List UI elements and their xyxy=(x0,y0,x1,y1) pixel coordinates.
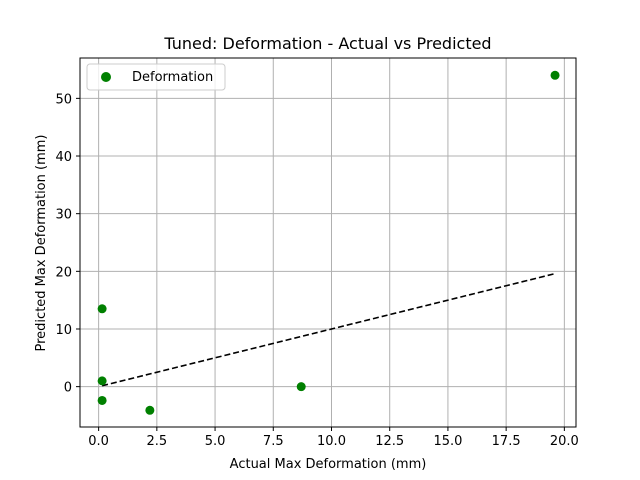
legend-label: Deformation xyxy=(132,70,213,85)
plot-frame xyxy=(79,57,577,428)
legend: Deformation xyxy=(86,63,226,91)
x-axis-ticks: 0.0 2.5 5.0 7.5 10.0 12.5 15.0 17.5 20.0 xyxy=(88,427,579,449)
y-tick-label: 20 xyxy=(55,265,72,280)
chart-title: Tuned: Deformation - Actual vs Predicted xyxy=(163,34,491,53)
data-point xyxy=(97,376,107,386)
y-axis-ticks: 0 10 20 30 40 50 xyxy=(55,92,80,396)
x-tick-label: 12.5 xyxy=(375,434,404,449)
data-points xyxy=(97,70,560,415)
reference-line xyxy=(101,272,556,387)
data-point xyxy=(550,70,560,80)
y-tick-label: 10 xyxy=(55,323,72,338)
y-tick-label: 30 xyxy=(55,208,72,223)
x-axis-title: Actual Max Deformation (mm) xyxy=(230,457,427,472)
x-tick-label: 15.0 xyxy=(433,434,462,449)
y-tick-label: 50 xyxy=(55,92,72,107)
data-point xyxy=(97,395,107,405)
x-tick-label: 0.0 xyxy=(88,434,109,449)
y-tick-label: 0 xyxy=(64,381,72,396)
data-point xyxy=(296,382,306,392)
data-point xyxy=(97,304,107,314)
y-tick-label: 40 xyxy=(55,150,72,165)
legend-marker xyxy=(101,72,111,82)
data-point xyxy=(145,405,155,415)
x-tick-label: 10.0 xyxy=(317,434,346,449)
reference-line-layer xyxy=(101,272,556,387)
x-tick-label: 7.5 xyxy=(263,434,284,449)
x-tick-label: 17.5 xyxy=(492,434,521,449)
y-axis-title: Predicted Max Deformation (mm) xyxy=(34,135,49,352)
grid xyxy=(80,58,576,427)
x-tick-label: 2.5 xyxy=(147,434,168,449)
legend-box xyxy=(86,63,226,91)
x-tick-label: 5.0 xyxy=(205,434,226,449)
x-tick-label: 20.0 xyxy=(550,434,579,449)
